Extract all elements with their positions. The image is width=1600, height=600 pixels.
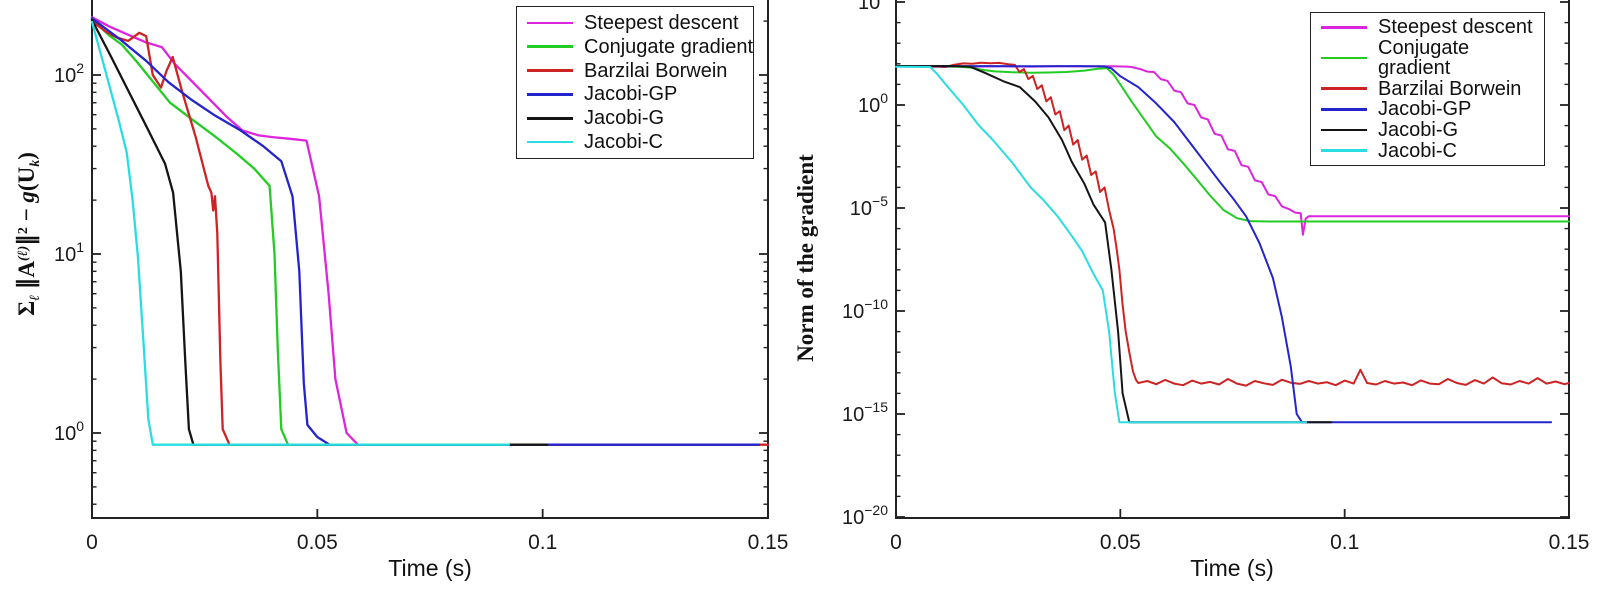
legend-label: Conjugate gradient xyxy=(584,35,754,58)
left-y-axis-label: Σℓ ∥A(ℓ)∥2 − g(Uk) xyxy=(14,152,44,316)
legend-label: Steepest descent xyxy=(584,11,739,34)
x-tick-label: 0.15 xyxy=(748,531,789,554)
legend-line-swatch xyxy=(527,45,573,49)
legend-label: Jacobi-G xyxy=(584,107,665,130)
ylabel-part: ) xyxy=(14,152,39,160)
x-tick-label: 0.05 xyxy=(297,531,338,554)
ylabel-part: (ℓ) xyxy=(16,245,31,261)
legend-item: Jacobi-G xyxy=(1311,120,1544,140)
y-tick-label: 10−15 xyxy=(842,399,888,426)
legend-label: Jacobi-G xyxy=(1378,118,1459,141)
legend-label: Jacobi-C xyxy=(1378,139,1457,162)
legend-item: Steepest descent xyxy=(517,13,753,33)
right-y-axis-label: Norm of the gradient xyxy=(793,154,818,362)
y-tick-label: 10−5 xyxy=(850,193,888,220)
series-jacobi-g xyxy=(895,65,1333,424)
legend-label: Jacobi-GP xyxy=(584,83,678,106)
y-tick-label: 100 xyxy=(858,90,888,117)
ylabel-part: 2 xyxy=(16,227,31,235)
right-x-axis-label: Time (s) xyxy=(1190,555,1274,581)
y-tick-label: 10−20 xyxy=(842,502,888,529)
legend-label: Barzilai Borwein xyxy=(1378,77,1522,100)
legend-label: Jacobi-GP xyxy=(1378,98,1472,121)
x-tick-label: 0.1 xyxy=(528,531,557,554)
legend-line-swatch xyxy=(527,116,573,120)
ylabel-part: k xyxy=(28,159,43,167)
series-barzilai-borwein xyxy=(895,61,1570,387)
ylabel-part: ℓ xyxy=(28,294,43,301)
ylabel-part: − xyxy=(14,202,39,228)
series-jacobi-gp xyxy=(895,65,1553,424)
x-tick-label: 0.05 xyxy=(1100,531,1141,554)
y-tick-label: 105 xyxy=(858,0,888,14)
series-jacobi-g xyxy=(90,18,549,446)
legend-label: Barzilai Borwein xyxy=(584,59,728,82)
legend-line-swatch xyxy=(1321,26,1367,29)
legend-item: Jacobi-G xyxy=(517,108,753,128)
legend-line-swatch xyxy=(1321,87,1367,90)
ylabel-part: g xyxy=(14,191,39,203)
left-plot: 102 101 100 0 0.05 0.1 0.15 xyxy=(54,0,788,554)
series-jacobi-c xyxy=(895,65,1308,424)
y-tick-label: 102 xyxy=(54,60,84,87)
legend-item: Barzilai Borwein xyxy=(517,61,753,81)
legend-line-swatch xyxy=(527,93,573,96)
legend-label: Jacobi-C xyxy=(584,131,663,154)
legend-item: Steepest descent xyxy=(1311,17,1544,37)
x-tick-label: 0 xyxy=(890,531,902,554)
legend-item: Conjugate gradient xyxy=(517,37,753,57)
legend-line-swatch xyxy=(1321,108,1367,111)
legend-item: Jacobi-C xyxy=(517,132,753,152)
x-tick-label: 0.1 xyxy=(1330,531,1359,554)
ylabel-part: ∥ xyxy=(14,234,39,246)
legend-label: Steepest descent xyxy=(1378,16,1533,39)
legend-right: Steepest descent Conjugate gradient Barzil… xyxy=(1310,12,1545,166)
legend-item: Conjugate gradient xyxy=(1311,38,1544,78)
legend-line-swatch xyxy=(1321,149,1367,152)
legend-line-swatch xyxy=(527,140,573,144)
ylabel-part: U xyxy=(14,166,39,184)
legend-label: Conjugate gradient xyxy=(1378,36,1470,79)
legend-item: Barzilai Borwein xyxy=(1311,79,1544,99)
y-tick-label: 101 xyxy=(54,239,84,266)
series-jacobi-c xyxy=(90,20,511,446)
legend-item: Jacobi-GP xyxy=(1311,99,1544,119)
ylabel-part: ( xyxy=(14,183,39,192)
series-conjugate-gradient xyxy=(895,65,1570,223)
legend-item: Jacobi-C xyxy=(1311,141,1544,161)
series-jacobi-gp xyxy=(90,17,761,446)
legend-item: Jacobi-GP xyxy=(517,84,753,104)
ylabel-part: ∥ xyxy=(14,277,39,295)
ylabel-part: A xyxy=(14,260,39,278)
x-tick-label: 0 xyxy=(86,531,98,554)
left-x-axis-label: Time (s) xyxy=(388,555,472,581)
ylabel-part: Σ xyxy=(14,300,39,316)
x-tick-label: 0.15 xyxy=(1549,531,1590,554)
legend-line-swatch xyxy=(527,21,573,25)
y-tick-label: 10−10 xyxy=(842,296,888,323)
legend-line-swatch xyxy=(1321,128,1367,132)
legend-line-swatch xyxy=(1321,56,1367,60)
series-conjugate-gradient xyxy=(90,18,756,446)
legend-line-swatch xyxy=(527,69,573,72)
y-tick-label: 100 xyxy=(54,418,84,445)
legend-left: Steepest descent Conjugate gradient Barzil… xyxy=(516,6,754,159)
